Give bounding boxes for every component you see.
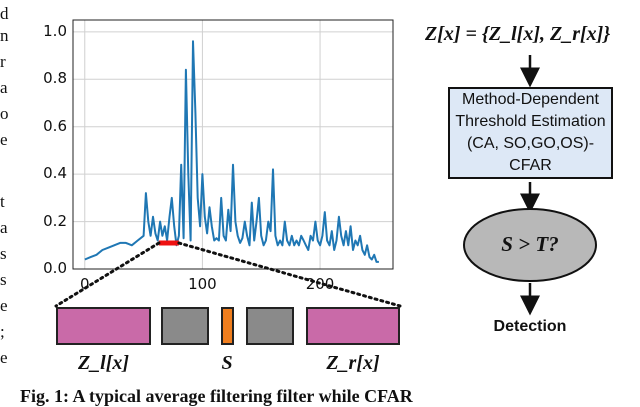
y-tick-label: 0.0: [43, 259, 67, 277]
figure-caption: Fig. 1: A typical average filtering filt…: [20, 386, 413, 406]
margin-letter: ;: [0, 322, 5, 341]
right-reference-block: [306, 307, 400, 345]
y-tick-label: 0.4: [43, 164, 67, 183]
left-reference-label: Z_l[x]: [77, 352, 130, 374]
margin-letter: e: [0, 296, 8, 315]
x-tick-label: 200: [305, 275, 335, 293]
box-line-2: Threshold Estimation: [455, 113, 606, 130]
x-tick-label: 0: [79, 275, 90, 293]
left-reference-block: [56, 307, 151, 345]
detection-label: Detection: [493, 318, 567, 335]
margin-letter: n: [0, 26, 9, 45]
plot-frame: [72, 19, 394, 270]
threshold-estimation-box: Method-Dependent Threshold Estimation (C…: [448, 87, 613, 179]
right-reference-label: Z_r[x]: [326, 352, 380, 374]
signal-series-line: [84, 40, 379, 263]
x-tick-label: 100: [188, 275, 217, 293]
box-line-3: (CA, SO,GO,OS)-CFAR: [466, 135, 595, 174]
left-guard-block: [161, 307, 209, 345]
cut-label: S: [221, 352, 233, 374]
zoom-connector-line: [177, 241, 402, 308]
margin-letter: r: [0, 52, 6, 71]
margin-letter: e: [0, 130, 8, 149]
margin-letter: a: [0, 78, 8, 97]
margin-letter: s: [0, 270, 7, 289]
y-tick-label: 0.6: [43, 116, 67, 135]
right-guard-block: [246, 307, 294, 345]
box-line-1: Method-Dependent: [462, 91, 599, 108]
margin-letter: e: [0, 348, 8, 367]
input-set-label: Z[x] = {Z_l[x], Z_r[x]}: [425, 23, 611, 45]
margin-letter: s: [0, 244, 7, 263]
decision-label: S > T?: [501, 232, 559, 256]
y-tick-label: 0.8: [43, 69, 67, 88]
y-tick-label: 1.0: [43, 21, 67, 40]
y-tick-label: 0.2: [43, 211, 67, 230]
margin-letter: o: [0, 104, 9, 123]
margin-letter: a: [0, 218, 8, 237]
margin-letter: d: [0, 4, 9, 23]
margin-letter: t: [0, 192, 5, 211]
zoom-connector-line: [54, 241, 161, 308]
decision-ellipse: [463, 208, 597, 282]
cell-under-test-block: [221, 307, 234, 345]
